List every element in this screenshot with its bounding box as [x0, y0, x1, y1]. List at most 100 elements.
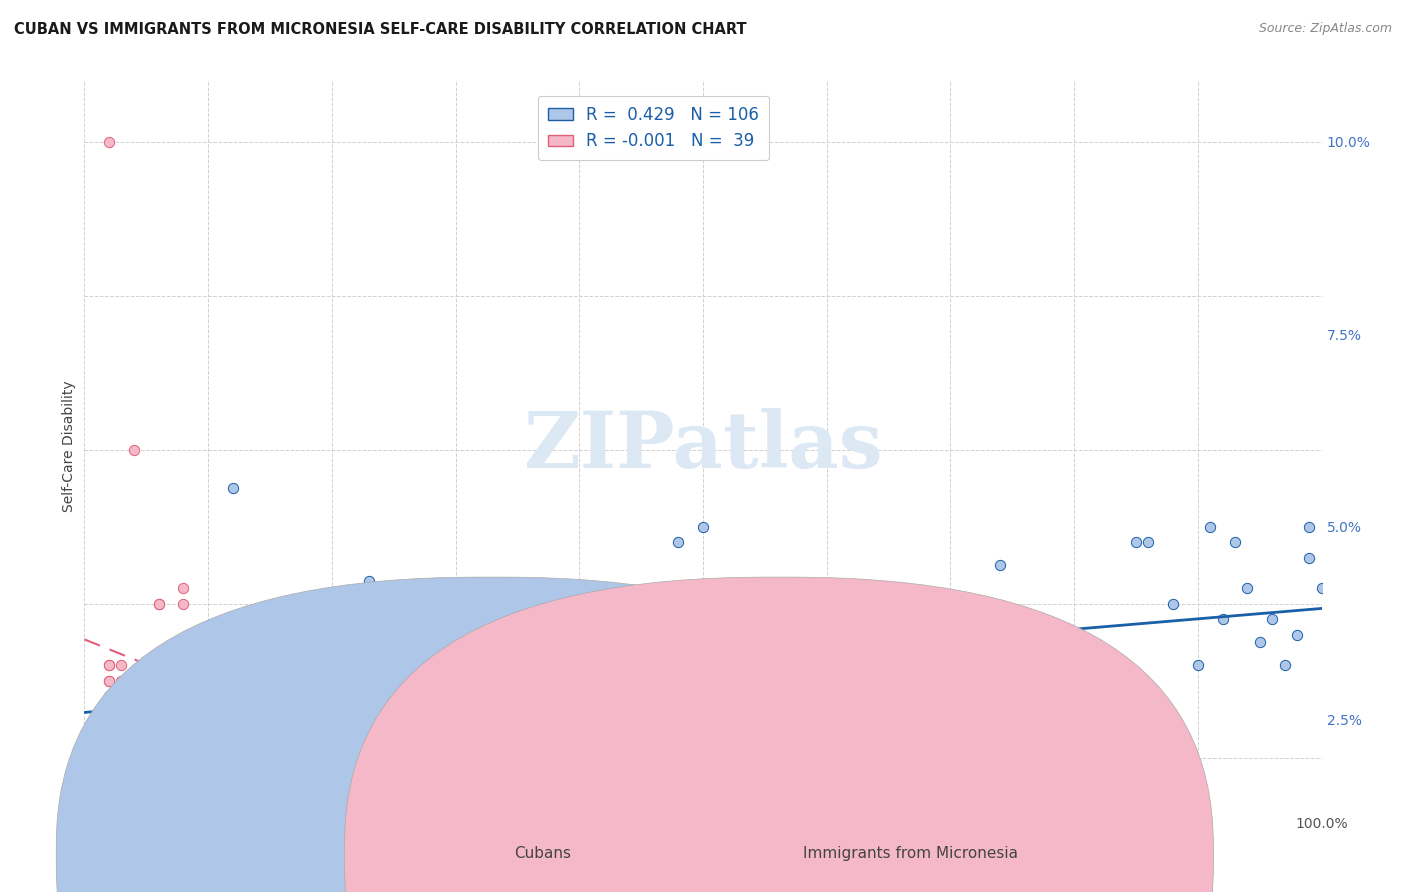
- Point: [222, 735, 245, 749]
- Point: [382, 589, 405, 603]
- Point: [605, 658, 627, 673]
- Point: [1212, 612, 1234, 626]
- Point: [382, 658, 405, 673]
- Point: [655, 673, 678, 688]
- Point: [209, 712, 232, 726]
- Text: Cubans: Cubans: [515, 847, 572, 861]
- Point: [148, 597, 170, 611]
- Point: [110, 720, 132, 734]
- Point: [184, 720, 207, 734]
- Point: [110, 658, 132, 673]
- Text: Immigrants from Micronesia: Immigrants from Micronesia: [803, 847, 1018, 861]
- Point: [98, 712, 121, 726]
- Text: ZIPatlas: ZIPatlas: [523, 408, 883, 484]
- Point: [890, 597, 912, 611]
- Point: [233, 720, 256, 734]
- Point: [939, 658, 962, 673]
- Point: [432, 658, 454, 673]
- Point: [457, 690, 479, 704]
- Point: [1038, 658, 1060, 673]
- Point: [197, 728, 219, 742]
- Point: [110, 690, 132, 704]
- Point: [1187, 658, 1209, 673]
- Point: [321, 605, 343, 619]
- Point: [1199, 520, 1222, 534]
- Point: [494, 650, 516, 665]
- Text: CUBAN VS IMMIGRANTS FROM MICRONESIA SELF-CARE DISABILITY CORRELATION CHART: CUBAN VS IMMIGRANTS FROM MICRONESIA SELF…: [14, 22, 747, 37]
- Point: [543, 690, 565, 704]
- Point: [1014, 635, 1036, 649]
- Point: [222, 690, 245, 704]
- Point: [148, 705, 170, 719]
- Point: [122, 735, 145, 749]
- Point: [295, 720, 318, 734]
- Point: [148, 673, 170, 688]
- Point: [284, 758, 307, 772]
- Point: [172, 582, 194, 596]
- Point: [1137, 535, 1160, 549]
- Point: [988, 558, 1011, 573]
- Point: [122, 690, 145, 704]
- Point: [444, 643, 467, 657]
- Point: [197, 673, 219, 688]
- Point: [86, 751, 108, 765]
- Point: [160, 728, 183, 742]
- Point: [271, 673, 294, 688]
- Point: [519, 690, 541, 704]
- Point: [98, 712, 121, 726]
- Point: [1161, 597, 1184, 611]
- Point: [965, 673, 987, 688]
- Point: [630, 766, 652, 780]
- Point: [135, 658, 157, 673]
- Point: [135, 673, 157, 688]
- Point: [172, 712, 194, 726]
- Point: [1236, 582, 1258, 596]
- Point: [233, 705, 256, 719]
- Point: [1001, 673, 1024, 688]
- Text: Source: ZipAtlas.com: Source: ZipAtlas.com: [1258, 22, 1392, 36]
- Point: [295, 705, 318, 719]
- Point: [148, 720, 170, 734]
- Point: [246, 690, 269, 704]
- Point: [419, 673, 441, 688]
- Point: [481, 658, 503, 673]
- Point: [308, 712, 330, 726]
- Point: [766, 673, 789, 688]
- Point: [828, 658, 851, 673]
- Point: [98, 690, 121, 704]
- Point: [581, 658, 603, 673]
- Point: [357, 574, 380, 588]
- Point: [1285, 627, 1308, 641]
- Point: [506, 781, 529, 796]
- Point: [666, 535, 689, 549]
- Point: [284, 690, 307, 704]
- Point: [98, 658, 121, 673]
- Point: [98, 673, 121, 688]
- Point: [122, 673, 145, 688]
- Point: [197, 712, 219, 726]
- Y-axis label: Self-Care Disability: Self-Care Disability: [62, 380, 76, 512]
- Point: [1088, 673, 1111, 688]
- Point: [98, 673, 121, 688]
- Point: [754, 658, 776, 673]
- Point: [197, 712, 219, 726]
- Point: [172, 697, 194, 711]
- Point: [308, 766, 330, 780]
- Point: [172, 735, 194, 749]
- Point: [172, 597, 194, 611]
- Point: [295, 758, 318, 772]
- Point: [98, 658, 121, 673]
- Point: [259, 673, 281, 688]
- Point: [197, 681, 219, 696]
- Point: [86, 766, 108, 780]
- Point: [271, 697, 294, 711]
- Point: [741, 766, 763, 780]
- Point: [643, 690, 665, 704]
- Point: [914, 635, 936, 649]
- Point: [197, 697, 219, 711]
- Point: [160, 712, 183, 726]
- Point: [593, 673, 616, 688]
- Point: [110, 673, 132, 688]
- Point: [122, 442, 145, 457]
- Point: [284, 712, 307, 726]
